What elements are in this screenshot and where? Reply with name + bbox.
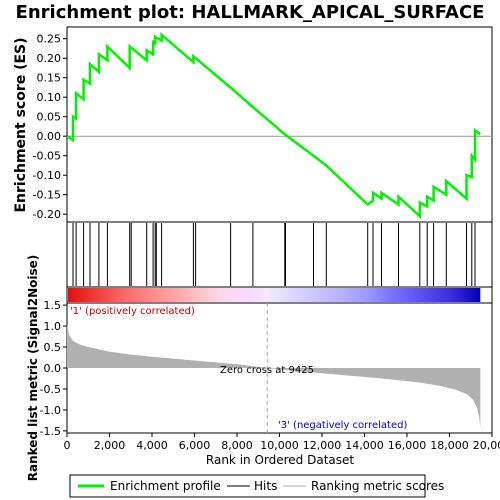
metric-y-tick-label: 0.0: [44, 362, 62, 375]
metric-y-tick-label: -1.0: [40, 404, 61, 417]
es-y-tick-label: 0.05: [37, 111, 62, 124]
metric-y-tick-label: -1.5: [40, 425, 61, 438]
ranked-colorbar: [68, 288, 481, 302]
x-tick-label: 14,000: [345, 439, 384, 452]
legend-enrichment-label: Enrichment profile: [110, 479, 221, 493]
es-y-tick-label: -0.10: [33, 169, 61, 182]
x-tick-label: 12,000: [303, 439, 342, 452]
es-y-tick-label: -0.20: [33, 208, 61, 221]
legend-hits-label: Hits: [254, 479, 277, 493]
es-y-tick-label: 0.20: [37, 52, 62, 65]
ranking-metric-area: [67, 324, 481, 428]
hits-panel-frame: [66, 221, 493, 288]
x-axis-label: Rank in Ordered Dataset: [206, 453, 354, 467]
legend-metric-label: Ranking metric scores: [311, 479, 444, 493]
enrichment-profile-line: [66, 32, 482, 220]
es-y-tick-label: -0.05: [33, 150, 61, 163]
chart-title: Enrichment plot: HALLMARK_APICAL_SURFACE: [16, 2, 485, 23]
metric-y-axis-label: Ranked list metric (Signal2Noise): [26, 255, 40, 482]
x-tick-label: 4,000: [136, 439, 168, 452]
x-tick-label: 2,000: [94, 439, 126, 452]
metric-y-tick-label: 1.0: [44, 320, 62, 333]
x-axis: 0 2,000 4,000 6,000 8,000 10,000 12,000 14,000 1…: [64, 433, 500, 452]
hits-markers: [72, 223, 476, 286]
metric-y-tick-label: 1.5: [44, 299, 62, 312]
x-tick-label: 16,000: [388, 439, 427, 452]
x-tick-label: 18,000: [430, 439, 469, 452]
zero-cross-label: Zero cross at 9425: [220, 365, 314, 376]
es-y-axis: 0.25 0.20 0.15 0.10 0.05 0.00 -0.05 -0.10 -0.15 -…: [33, 33, 67, 221]
metric-y-axis: 1.5 1.0 0.5 0.0 -0.5 -1.0 -1.5: [40, 299, 67, 438]
es-y-tick-label: 0.10: [37, 91, 62, 104]
x-tick-label: 6,000: [179, 439, 211, 452]
negative-correlation-label: '3' (negatively correlated): [278, 420, 407, 431]
es-y-tick-label: 0.25: [37, 33, 62, 46]
es-y-axis-label: Enrichment score (ES): [13, 37, 29, 212]
metric-y-tick-label: -0.5: [40, 383, 61, 396]
x-tick-label: 0: [64, 439, 71, 452]
es-panel-frame: [66, 26, 493, 223]
x-tick-label: 20,000: [473, 439, 500, 452]
x-tick-label: 10,000: [260, 439, 299, 452]
x-tick-label: 8,000: [221, 439, 253, 452]
es-y-tick-label: 0.15: [37, 72, 62, 85]
es-y-tick-label: -0.15: [33, 189, 61, 202]
positive-correlation-label: '1' (positively correlated): [70, 306, 195, 317]
es-y-tick-label: 0.00: [37, 130, 62, 143]
metric-y-tick-label: 0.5: [44, 341, 62, 354]
